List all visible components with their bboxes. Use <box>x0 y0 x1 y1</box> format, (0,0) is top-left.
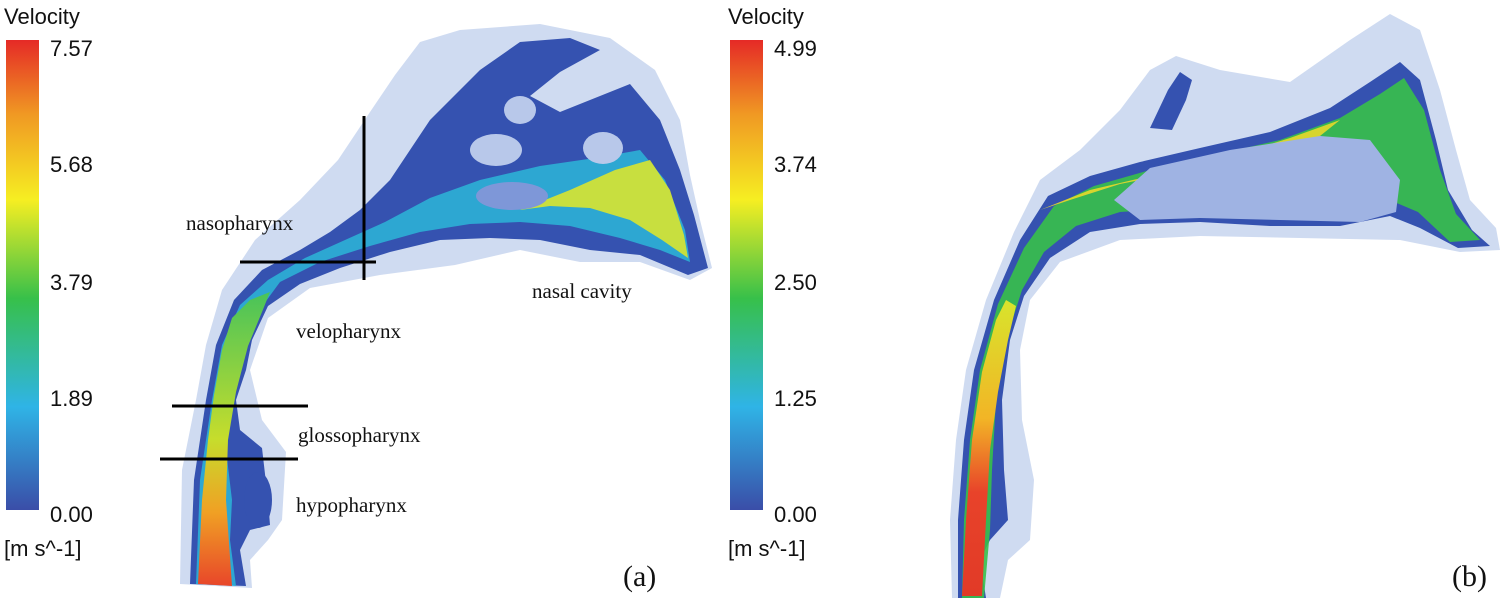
airway-b-flow-mid <box>962 78 1480 598</box>
airway-a-void <box>504 96 536 124</box>
airway-b-flow-jet <box>962 300 1016 596</box>
colorbar-b-unit: [m s^-1] <box>728 536 806 561</box>
airway-a-void <box>244 472 272 528</box>
colorbar-b-tick: 3.74 <box>774 152 817 177</box>
colorbar-a: Velocity 7.57 5.68 3.79 1.89 0.00 [m s^-… <box>4 4 93 561</box>
colorbar-a-tick: 7.57 <box>50 36 93 61</box>
colorbar-a-tick: 5.68 <box>50 152 93 177</box>
colorbar-b-tick: 1.25 <box>774 386 817 411</box>
panel-a-label: (a) <box>623 560 656 593</box>
colorbar-b-title: Velocity <box>728 4 804 29</box>
airway-a-flow-jet-upper <box>520 160 688 258</box>
panel-b-label: (b) <box>1452 560 1487 593</box>
colorbar-b-bar <box>730 40 763 510</box>
airway-a-void <box>476 182 548 210</box>
label-hypopharynx: hypopharynx <box>296 493 407 517</box>
colorbar-a-unit: [m s^-1] <box>4 536 82 561</box>
label-nasopharynx: nasopharynx <box>186 211 294 235</box>
airway-b-void <box>1150 72 1192 130</box>
label-velopharynx: velopharynx <box>296 319 401 343</box>
airway-b <box>950 14 1500 598</box>
airway-a-flow-jet <box>198 292 270 586</box>
colorbar-b-tick: 0.00 <box>774 502 817 527</box>
panel-a: Velocity 7.57 5.68 3.79 1.89 0.00 [m s^-… <box>4 4 712 593</box>
label-glossopharynx: glossopharynx <box>298 423 421 447</box>
airway-b-void <box>1114 136 1400 222</box>
colorbar-a-title: Velocity <box>4 4 80 29</box>
airway-a-void <box>583 132 623 164</box>
colorbar-b-tick: 4.99 <box>774 36 817 61</box>
airway-a-flow-mid <box>196 150 690 586</box>
airway-a-void <box>470 134 522 166</box>
airway-a <box>180 24 712 588</box>
colorbar-a-bar <box>6 40 39 510</box>
colorbar-a-tick: 0.00 <box>50 502 93 527</box>
colorbar-b-tick: 2.50 <box>774 270 817 295</box>
colorbar-b: Velocity 4.99 3.74 2.50 1.25 0.00 [m s^-… <box>728 4 817 561</box>
colorbar-a-tick: 1.89 <box>50 386 93 411</box>
label-nasal-cavity: nasal cavity <box>532 279 632 303</box>
section-lines-a <box>160 116 376 461</box>
colorbar-a-tick: 3.79 <box>50 270 93 295</box>
panel-b: Velocity 4.99 3.74 2.50 1.25 0.00 [m s^-… <box>728 4 1500 598</box>
